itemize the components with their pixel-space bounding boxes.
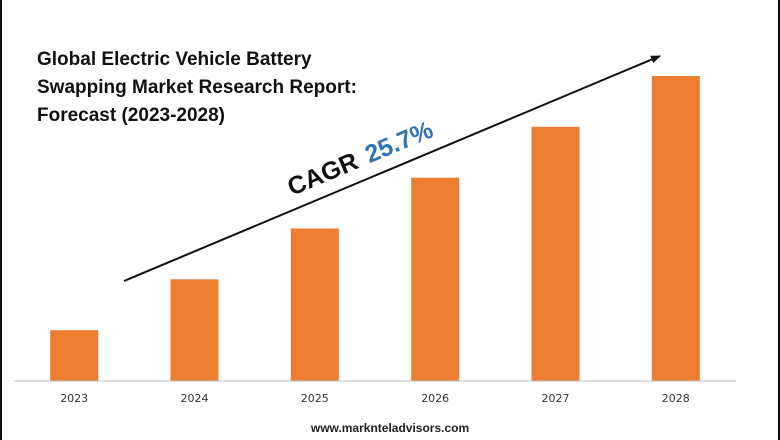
footer-website: www.marknteladvisors.com [310,421,470,435]
bar-2025 [290,228,339,381]
chart-title-line-3: Forecast (2023-2028) [37,105,225,126]
x-tick-label-2027: 2027 [542,392,570,405]
bar-2026 [411,177,460,381]
bar-2024 [170,279,219,381]
bar-series [50,76,700,381]
chart-title: Global Electric Vehicle Battery Swapping… [37,49,357,126]
chart-title-line-2: Swapping Market Research Report: [37,77,357,98]
cagr-label: CAGR [283,147,362,201]
x-tick-labels: 2023 2024 2025 2026 2027 2028 [60,392,690,405]
cagr-arrow [123,55,661,282]
bar-2028 [651,76,700,381]
cagr-value: 25.7% [361,116,437,169]
x-tick-label-2023: 2023 [60,392,88,405]
chart-title-line-1: Global Electric Vehicle Battery [37,49,312,70]
x-tick-label-2024: 2024 [181,392,209,405]
bar-2023 [50,330,99,381]
x-tick-label-2025: 2025 [301,392,329,405]
x-tick-label-2026: 2026 [421,392,449,405]
bar-2027 [531,126,580,381]
footer: www.marknteladvisors.com [0,416,780,440]
x-tick-label-2028: 2028 [662,392,690,405]
